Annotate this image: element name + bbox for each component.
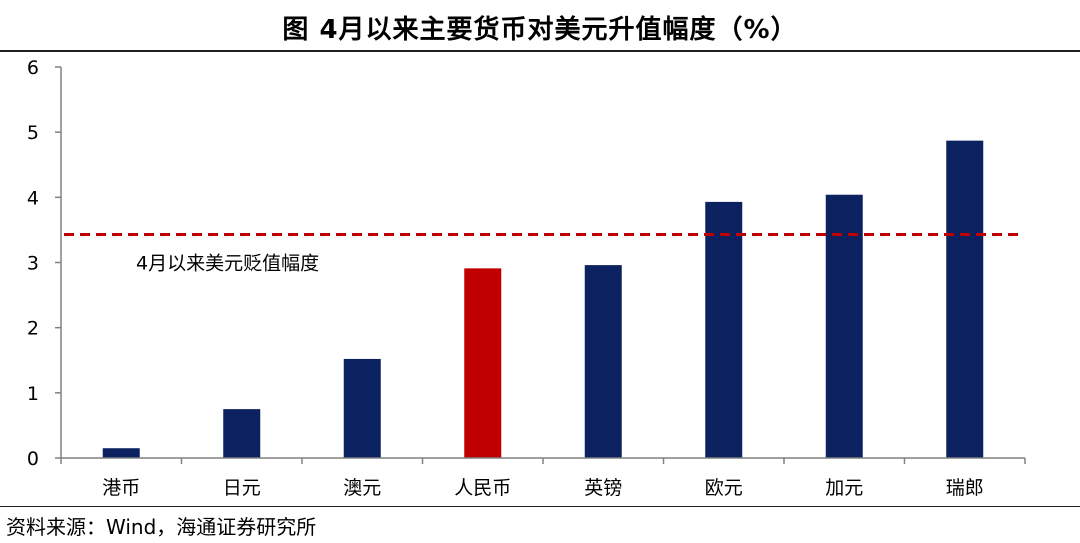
bars — [102, 140, 984, 458]
y-axis: 0 1 2 3 4 5 6 — [27, 57, 62, 470]
y-tick-label: 0 — [27, 448, 39, 470]
bar — [584, 265, 622, 458]
reference-line-label: 4月以来美元贬值幅度 — [136, 252, 319, 274]
bar — [343, 358, 381, 458]
bar — [223, 409, 261, 458]
chart-title: 图 4月以来主要货币对美元升值幅度（%） — [282, 15, 798, 45]
source-divider — [0, 506, 1080, 507]
title-bar: 图 4月以来主要货币对美元升值幅度（%） — [0, 0, 1080, 52]
bar — [946, 140, 984, 458]
source-note: 资料来源：Wind，海通证券研究所 — [6, 515, 317, 539]
y-tick-label: 4 — [27, 187, 39, 209]
bar — [705, 201, 743, 458]
y-tick-label: 1 — [27, 383, 39, 405]
bar — [102, 448, 140, 458]
x-tick-label: 港币 — [102, 477, 140, 499]
x-tick-label: 瑞郎 — [946, 477, 984, 499]
bar — [464, 268, 502, 458]
bar — [825, 194, 863, 458]
y-tick-label: 3 — [27, 253, 39, 275]
x-axis: 港币 日元 澳元 人民币 英镑 欧元 加元 瑞郎 — [60, 457, 1026, 499]
y-tick-label: 2 — [27, 318, 39, 340]
x-tick-label: 日元 — [223, 477, 261, 499]
y-tick-label: 5 — [27, 122, 39, 144]
x-tick-label: 英镑 — [584, 477, 622, 499]
x-tick-label: 人民币 — [454, 477, 511, 499]
x-tick-label: 澳元 — [343, 477, 381, 499]
x-tick-label: 加元 — [825, 477, 863, 499]
reference-line-group: 4月以来美元贬值幅度 — [64, 232, 1019, 274]
y-tick-label: 6 — [27, 57, 39, 79]
x-tick-label: 欧元 — [705, 477, 743, 499]
bar-chart: 0 1 2 3 4 5 6 港币 日元 澳元 人民币 英镑 欧元 加元 瑞郎 4月以来美元贬值幅度 — [27, 57, 1026, 499]
